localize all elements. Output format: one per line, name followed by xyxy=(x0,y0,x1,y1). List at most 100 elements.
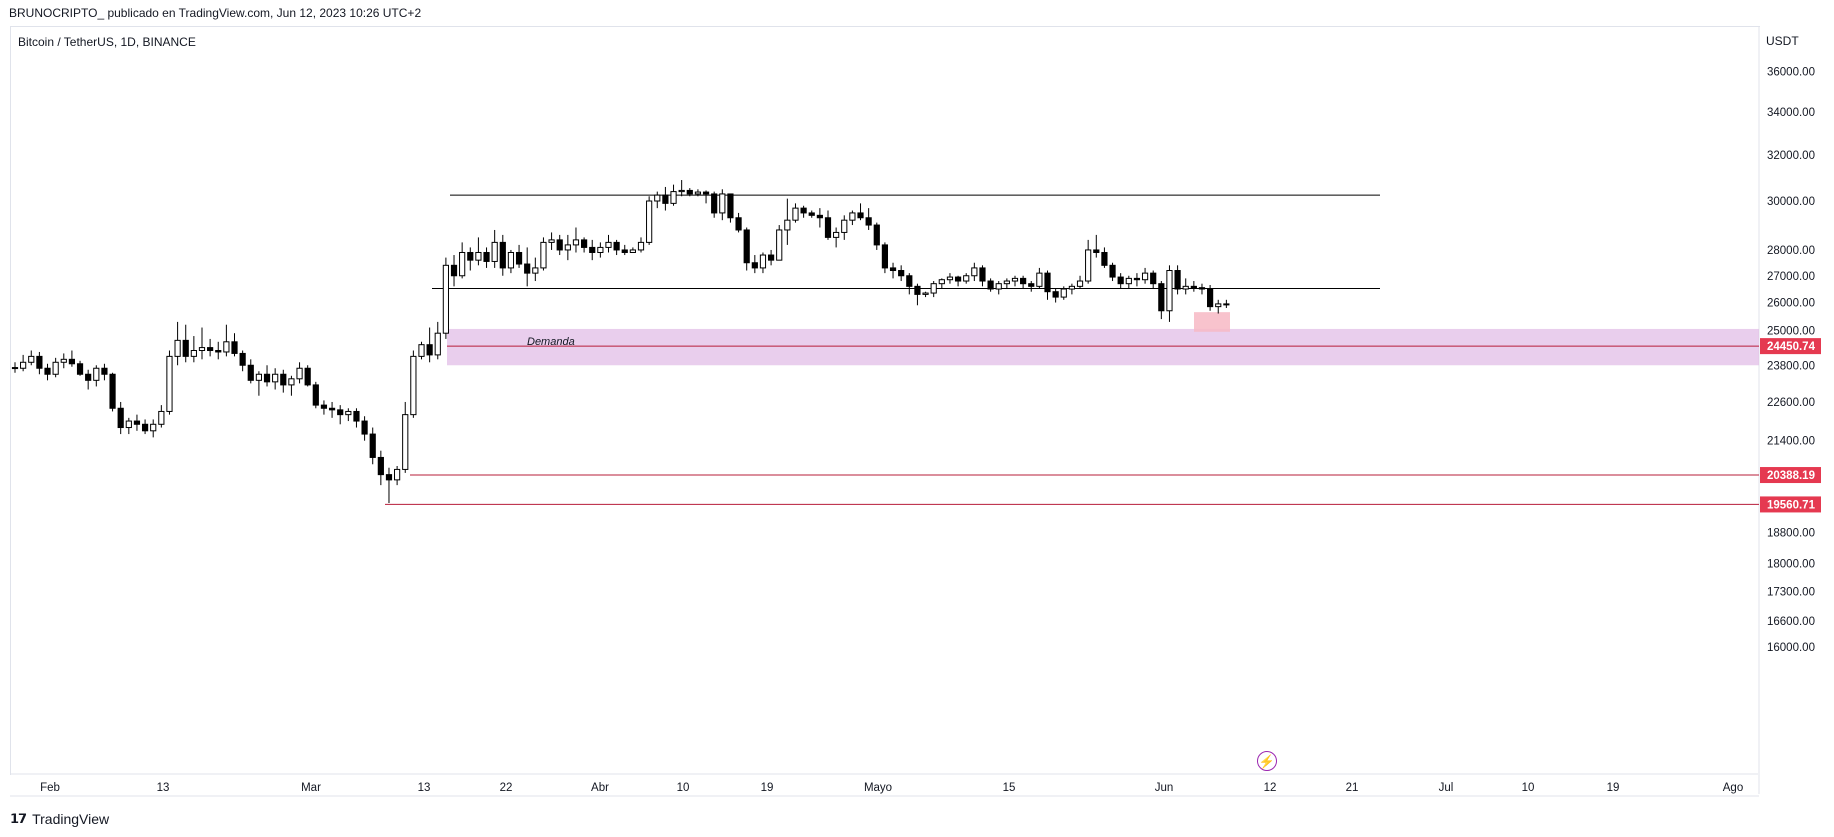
candle-body-130 xyxy=(1068,285,1076,290)
candle-body-114 xyxy=(938,279,945,285)
candle-body-121 xyxy=(995,283,1002,290)
candle-body-146 xyxy=(1198,287,1206,290)
candle-body-68 xyxy=(564,244,571,251)
candle-92 xyxy=(759,252,767,274)
candle-72 xyxy=(597,242,604,258)
lightning-icon[interactable]: ⚡ xyxy=(1257,751,1277,771)
candle-37 xyxy=(312,381,319,409)
candle-117 xyxy=(963,273,970,284)
candle-body-44 xyxy=(369,433,376,458)
candle-body-77 xyxy=(637,241,645,251)
currency-label[interactable]: USDT xyxy=(1766,34,1799,48)
candle-65 xyxy=(540,237,547,271)
candle-88 xyxy=(727,193,734,223)
candle-82 xyxy=(678,180,685,197)
candle-70 xyxy=(581,237,588,253)
candle-body-65 xyxy=(540,241,547,269)
candle-body-13 xyxy=(117,407,124,429)
candle-body-37 xyxy=(312,384,319,406)
candle-body-95 xyxy=(784,219,791,231)
candle-body-30 xyxy=(255,373,262,381)
candle-body-23 xyxy=(198,347,206,352)
candle-112 xyxy=(922,291,929,298)
candle-body-127 xyxy=(1044,272,1051,293)
level-label-10: 24450.74 xyxy=(1767,341,1816,353)
candle-30 xyxy=(255,371,262,396)
tradingview-footer[interactable]: 𝟭𝟳 TradingView xyxy=(10,811,109,827)
candle-body-108 xyxy=(889,267,897,272)
x-tick-15: 19 xyxy=(1607,782,1620,794)
candle-body-131 xyxy=(1076,280,1084,287)
candle-body-115 xyxy=(946,276,954,281)
candle-10 xyxy=(93,365,100,387)
y-tick-11: 25000.00 xyxy=(1767,325,1815,337)
candle-100 xyxy=(824,210,832,240)
candle-76 xyxy=(629,247,636,253)
candle-73 xyxy=(605,234,612,253)
candle-147 xyxy=(1207,285,1214,311)
candle-body-111 xyxy=(914,285,921,295)
candle-74 xyxy=(613,239,620,256)
candle-body-149 xyxy=(1223,303,1230,306)
candle-128 xyxy=(1052,289,1059,303)
x-tick-4: 22 xyxy=(500,782,513,794)
candle-96 xyxy=(792,203,799,223)
candle-67 xyxy=(556,234,563,256)
candle-137 xyxy=(1125,275,1132,290)
candle-body-133 xyxy=(1093,249,1100,253)
candle-body-39 xyxy=(328,407,336,411)
candle-118 xyxy=(971,262,978,282)
symbol-title[interactable]: Bitcoin / TetherUS, 1D, BINANCE xyxy=(18,35,196,49)
candle-16 xyxy=(141,419,149,435)
candle-133 xyxy=(1093,234,1100,258)
candle-body-10 xyxy=(93,367,100,381)
candle-149 xyxy=(1223,299,1230,309)
candle-123 xyxy=(1011,275,1019,287)
candle-132 xyxy=(1085,239,1092,284)
candle-body-78 xyxy=(646,200,653,243)
y-tick-9: 23800.00 xyxy=(1767,360,1815,372)
candle-body-36 xyxy=(304,367,311,386)
candle-124 xyxy=(1020,275,1027,290)
candle-22 xyxy=(190,336,197,363)
candle-body-1 xyxy=(20,361,27,369)
candle-29 xyxy=(247,359,254,384)
candle-body-21 xyxy=(182,339,189,357)
candle-71 xyxy=(589,239,596,261)
candle-body-139 xyxy=(1141,272,1149,281)
candle-body-122 xyxy=(1003,280,1010,285)
candle-55 xyxy=(459,242,466,279)
candle-body-88 xyxy=(727,193,734,219)
candle-body-26 xyxy=(223,341,230,353)
x-tick-7: 19 xyxy=(761,782,774,794)
candle-38 xyxy=(320,400,328,415)
candle-114 xyxy=(938,278,945,290)
candle-81 xyxy=(670,184,677,206)
candle-body-16 xyxy=(141,423,149,432)
candle-138 xyxy=(1133,273,1141,287)
candle-142 xyxy=(1166,265,1173,322)
y-tick-13: 27000.00 xyxy=(1767,271,1815,283)
candle-79 xyxy=(654,191,661,209)
candle-26 xyxy=(223,324,230,357)
candle-body-91 xyxy=(751,262,758,269)
candle-body-126 xyxy=(1036,272,1043,287)
candle-body-73 xyxy=(605,241,612,248)
candle-130 xyxy=(1068,283,1076,295)
candle-48 xyxy=(402,401,409,473)
level-label-bg-5 xyxy=(1760,496,1821,513)
y-tick-15: 30000.00 xyxy=(1767,196,1815,208)
y-tick-3: 18000.00 xyxy=(1767,558,1815,570)
candle-body-136 xyxy=(1117,276,1124,285)
candle-body-124 xyxy=(1020,277,1027,285)
candle-body-87 xyxy=(719,193,726,214)
candle-148 xyxy=(1215,299,1222,314)
candle-69 xyxy=(572,227,580,253)
publisher-line: BRUNOCRIPTO_ publicado en TradingView.co… xyxy=(9,6,422,20)
candle-body-107 xyxy=(881,244,889,269)
candle-8 xyxy=(76,360,84,376)
candle-17 xyxy=(150,419,157,438)
x-tick-3: 13 xyxy=(418,782,431,794)
candle-51 xyxy=(426,327,433,363)
